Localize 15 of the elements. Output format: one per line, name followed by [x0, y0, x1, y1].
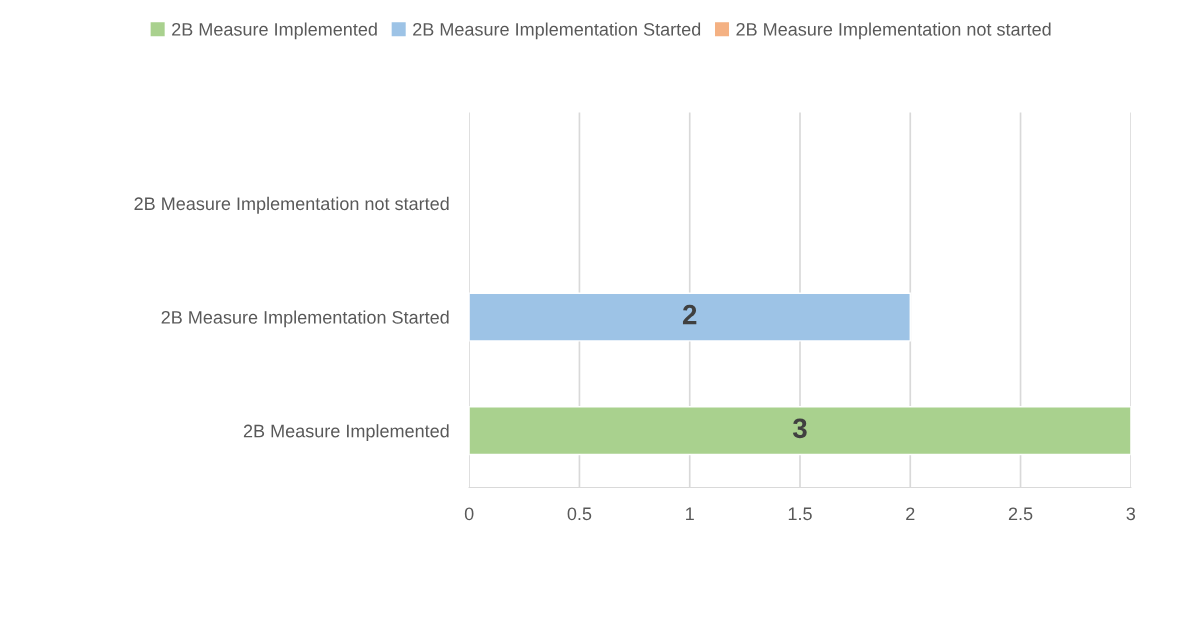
x-tick-label: 3: [1126, 507, 1136, 521]
legend-label: 2B Measure Implementation not started: [736, 22, 1051, 40]
x-tick-label: 0: [464, 507, 474, 521]
x-tick-label: 0.5: [567, 507, 592, 521]
x-tick-label: 2.5: [1008, 507, 1033, 521]
data-label: 3: [792, 418, 807, 439]
data-label: 2: [682, 304, 697, 325]
y-tick-label: 2B Measure Implementation Started: [161, 310, 449, 328]
y-tick-label: 2B Measure Implemented: [243, 424, 449, 441]
x-tick-label: 2: [906, 507, 915, 521]
x-tick-label: 1: [686, 507, 694, 521]
x-tick-label: 1.5: [788, 507, 812, 521]
y-tick-label: 2B Measure Implementation not started: [134, 196, 449, 214]
legend-label: 2B Measure Implementation Started: [413, 22, 701, 40]
legend-label: 2B Measure Implemented: [172, 22, 377, 40]
